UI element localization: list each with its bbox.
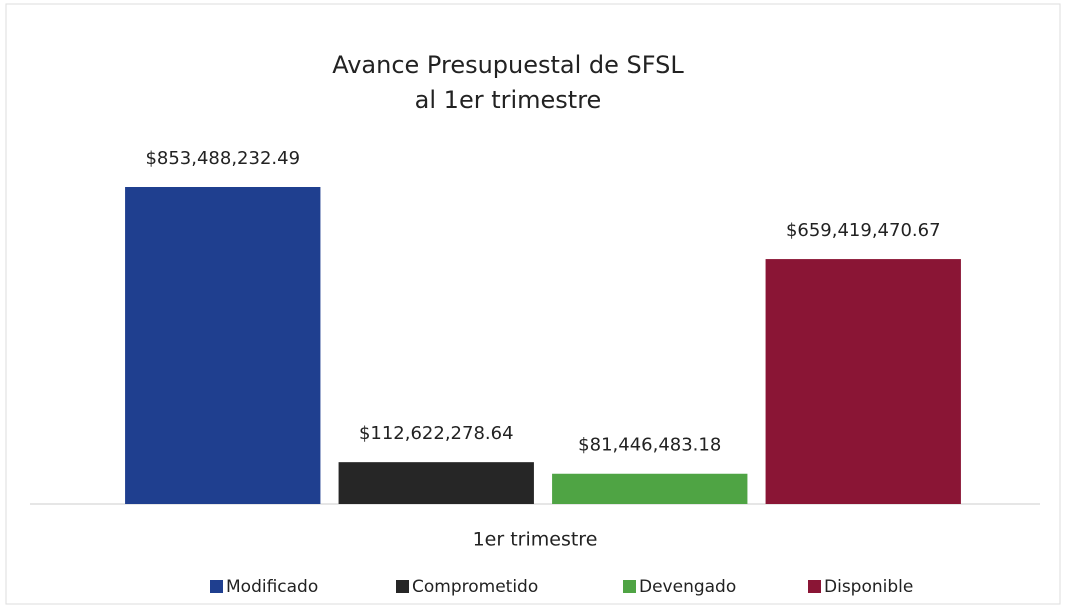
legend-label: Comprometido [412, 577, 538, 597]
bar [765, 259, 961, 504]
bar [552, 473, 748, 504]
bar [338, 462, 534, 504]
legend-swatch [396, 580, 409, 593]
legend-swatch [808, 580, 821, 593]
x-tick-label: 1er trimestre [473, 529, 598, 551]
data-label: $853,488,232.49 [145, 148, 300, 169]
legend-label: Disponible [824, 577, 913, 597]
data-label: $659,419,470.67 [786, 220, 941, 241]
chart-title: al 1er trimestre [415, 86, 602, 114]
data-label: $112,622,278.64 [359, 423, 514, 444]
bar [125, 187, 321, 504]
data-label: $81,446,483.18 [578, 435, 721, 456]
chart-title: Avance Presupuestal de SFSL [332, 51, 684, 79]
legend-label: Devengado [639, 577, 736, 597]
legend-swatch [623, 580, 636, 593]
legend-swatch [210, 580, 223, 593]
legend-label: Modificado [226, 577, 318, 597]
